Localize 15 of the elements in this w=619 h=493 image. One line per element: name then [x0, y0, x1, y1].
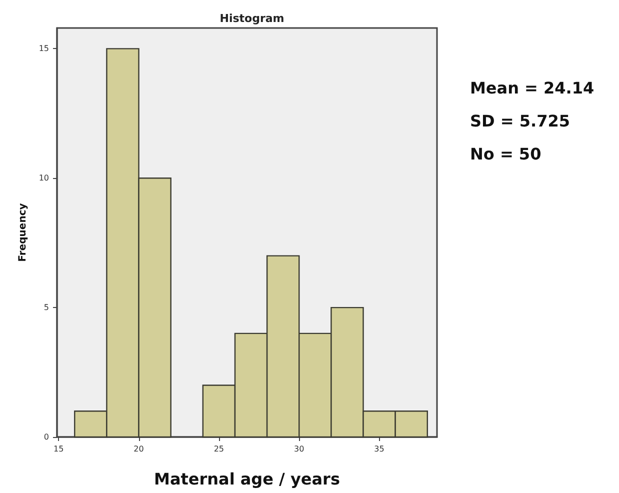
y-axis-title: Frequency: [17, 202, 28, 262]
text: SD = 5.725: [470, 112, 570, 130]
x-tick-label: 15: [54, 444, 64, 454]
x-tick-label: 20: [134, 444, 144, 454]
y-tick-label: 10: [38, 174, 49, 183]
text: No = 50: [470, 144, 542, 164]
x-tick-label: 30: [294, 444, 304, 454]
y-tick-label: 0: [44, 432, 49, 442]
y-tick-label: 15: [38, 44, 49, 54]
chart-title: Histogram: [220, 12, 284, 25]
x-axis-title: Maternal age / years: [154, 470, 340, 488]
x-tick-label: 35: [374, 444, 384, 454]
y-tick-label: 5: [44, 303, 49, 312]
text: Mean = 24.14: [470, 78, 594, 98]
x-tick-label: 25: [214, 444, 224, 454]
